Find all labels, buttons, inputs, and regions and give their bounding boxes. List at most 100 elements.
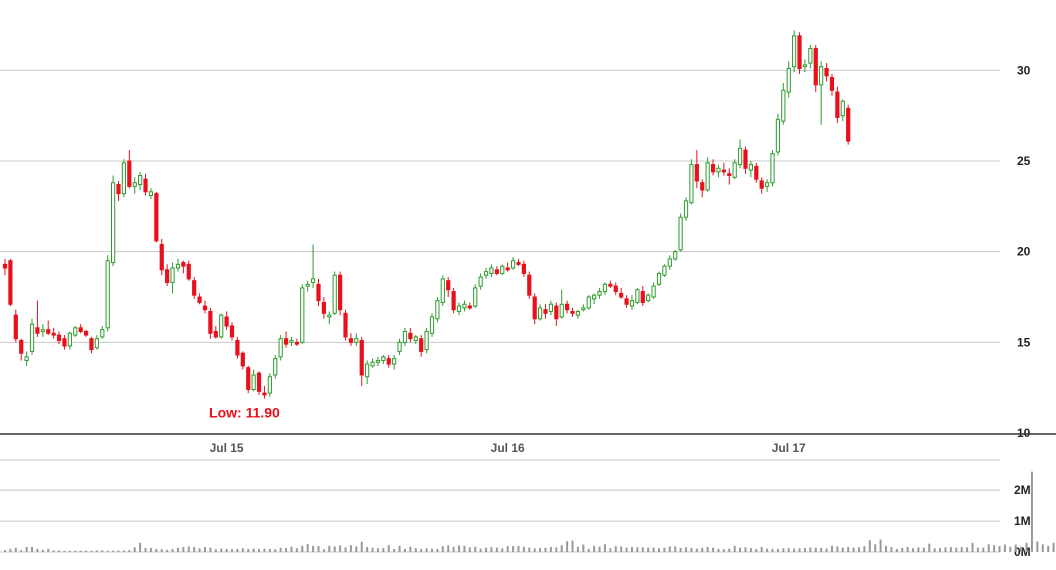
volume-bar <box>1041 544 1044 552</box>
volume-bar <box>1036 541 1039 552</box>
volume-bar <box>149 547 152 552</box>
candle-body-up <box>732 162 737 178</box>
volume-bar <box>247 548 250 552</box>
candle-body-down <box>359 340 364 376</box>
volume-bar <box>847 547 850 552</box>
candle-body-up <box>786 68 791 93</box>
volume-bar <box>382 547 385 552</box>
candle-body-up <box>737 147 743 166</box>
volume-bar <box>949 547 952 552</box>
volume-bar <box>209 547 212 552</box>
candle-body-down <box>19 340 24 354</box>
volume-bar <box>885 545 888 552</box>
volume-bar <box>182 547 185 552</box>
volume-bar <box>776 548 779 552</box>
candle-body-up <box>354 338 359 343</box>
volume-bar <box>458 545 461 552</box>
candle-body-up <box>392 358 397 365</box>
volume-bar <box>825 548 828 552</box>
volume-bar <box>857 547 860 552</box>
volume-bar <box>74 550 77 552</box>
volume-bar <box>755 548 758 552</box>
volume-bar <box>322 549 325 552</box>
x-tick-label: Jul 17 <box>772 441 806 455</box>
volume-bar <box>928 543 931 552</box>
candle-body-down <box>208 311 213 334</box>
volume-bar <box>409 546 412 552</box>
volume-bar <box>717 548 720 552</box>
candle-body-up <box>138 175 143 186</box>
candle-body-down <box>386 358 391 365</box>
candle-body-up <box>332 274 337 314</box>
volume-bar <box>328 545 331 552</box>
candle-body-up <box>765 182 770 187</box>
candle-body-up <box>289 340 294 343</box>
volume-bar <box>231 549 234 552</box>
volume-bar <box>144 547 147 552</box>
candle-body-up <box>327 314 332 318</box>
volume-bar <box>355 546 358 552</box>
volume-bar <box>658 548 661 552</box>
volume-bar <box>101 550 104 552</box>
volume-bar <box>598 546 601 552</box>
candle-body-down <box>240 352 245 367</box>
volume-bar <box>901 547 904 552</box>
candle-body-down <box>56 334 62 342</box>
volume-bar <box>285 547 288 552</box>
volume-bar <box>814 547 817 552</box>
volume-bar <box>468 547 471 552</box>
candle-body-up <box>770 153 775 184</box>
volume-bar <box>290 546 293 552</box>
candle-body-up <box>370 361 375 367</box>
candle-body-up <box>267 376 272 394</box>
volume-bar <box>771 548 774 552</box>
candle-body-up <box>483 271 489 276</box>
volume-bar <box>193 547 196 552</box>
candle-body-down <box>256 372 262 392</box>
candle-body-up <box>67 332 72 347</box>
volume-bar <box>79 550 82 552</box>
candle-body-up <box>646 294 651 302</box>
volume-bar <box>506 546 509 552</box>
candle-body-down <box>727 173 732 177</box>
volume-bar <box>501 548 504 552</box>
volume-bar <box>966 547 969 552</box>
volume-bar <box>787 548 790 552</box>
volume-bar <box>474 546 477 552</box>
volume-bar <box>582 544 585 552</box>
candle-body-down <box>35 327 40 334</box>
volume-bar <box>803 547 806 552</box>
volume-bar <box>176 547 179 552</box>
candle-body-up <box>500 265 505 274</box>
volume-bar <box>220 548 223 552</box>
candle-body-down <box>283 338 289 345</box>
volume-bar <box>436 548 439 552</box>
candle-body-down <box>608 283 613 287</box>
candle-body-down <box>721 169 726 173</box>
candle-body-down <box>165 269 170 283</box>
volume-bar <box>403 548 406 552</box>
volume-bar <box>214 549 217 552</box>
candle-body-down <box>743 149 748 169</box>
volume-bar <box>874 544 877 552</box>
volume-bar <box>339 545 342 552</box>
volume-bar <box>198 548 201 552</box>
candle-body-up <box>575 311 581 316</box>
volume-bar <box>695 548 698 552</box>
candle-body-down <box>338 274 343 311</box>
candle-body-up <box>121 162 127 195</box>
candle-body-down <box>192 280 197 296</box>
volume-bar <box>566 541 569 552</box>
volume-bar <box>252 548 255 552</box>
volume-bar <box>863 546 866 552</box>
price-tick-label: 25 <box>1017 154 1031 168</box>
candle-body-down <box>446 280 451 291</box>
candle-body-down <box>321 301 326 314</box>
candle-body-up <box>175 263 181 269</box>
volume-bar <box>279 547 282 552</box>
volume-bar <box>517 545 520 552</box>
volume-bar <box>939 547 942 552</box>
candle-body-up <box>310 278 316 283</box>
volume-bar <box>652 547 655 552</box>
